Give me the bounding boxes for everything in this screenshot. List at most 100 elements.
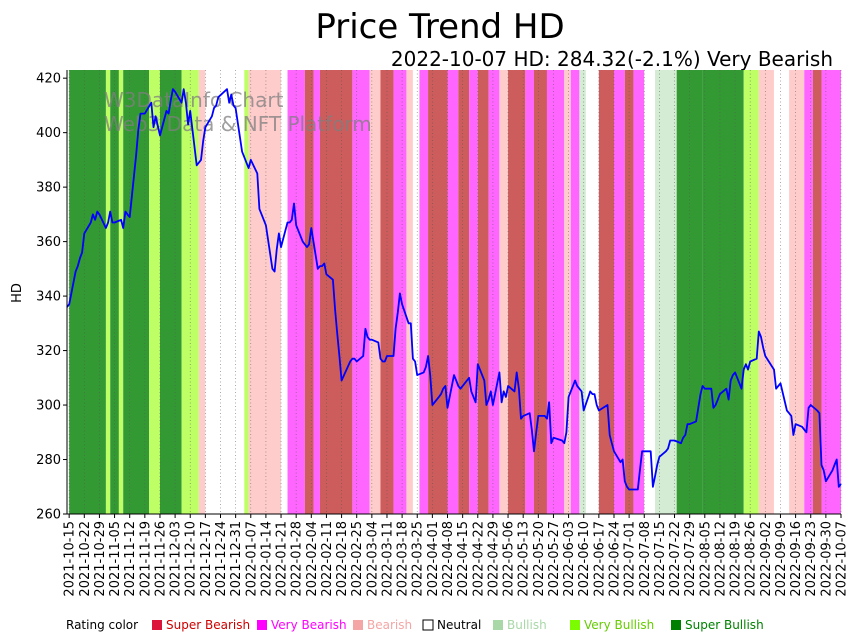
rating-band-very-bullish — [244, 70, 249, 514]
chart-title: Price Trend HD — [315, 7, 564, 47]
x-tick-label: 2022-05-06 — [502, 521, 517, 597]
x-tick-label: 2022-05-27 — [547, 521, 562, 597]
y-tick-label: 300 — [36, 399, 61, 414]
legend-label-very-bearish: Very Bearish — [271, 618, 347, 632]
rating-band-super-bearish — [508, 70, 526, 514]
rating-band-super-bullish — [123, 70, 150, 514]
rating-band-bearish — [406, 70, 413, 514]
rating-band-super-bearish — [304, 70, 314, 514]
rating-band-super-bearish — [428, 70, 448, 514]
x-tick-label: 2021-12-03 — [169, 521, 184, 597]
x-tick-label: 2022-03-11 — [381, 521, 396, 597]
x-tick-label: 2021-10-15 — [63, 521, 78, 597]
rating-band-bearish — [789, 70, 805, 514]
rating-band-super-bearish — [598, 70, 614, 514]
rating-band-bearish — [564, 70, 571, 514]
y-axis-ticks: 260 280 300 320 340 360 380 400 420 — [36, 72, 67, 523]
rating-band-super-bullish — [69, 70, 106, 514]
date-gridlines — [68, 70, 842, 514]
rating-band-neutral — [205, 70, 245, 514]
y-tick-label: 380 — [36, 181, 61, 196]
x-tick-label: 2022-02-18 — [335, 521, 350, 597]
rating-band-very-bullish — [181, 70, 199, 514]
rating-band-very-bearish — [352, 70, 370, 514]
rating-legend: Rating color Super Bearish Very Bearish Be… — [66, 618, 764, 632]
x-tick-label: 2022-06-03 — [562, 521, 577, 597]
rating-band-bullish — [579, 70, 586, 514]
rating-band-bearish — [758, 70, 774, 514]
x-tick-label: 2021-10-29 — [93, 521, 108, 597]
x-tick-label: 2022-06-10 — [577, 521, 592, 597]
series-line-hd — [66, 88, 842, 491]
x-tick-label: 2022-04-01 — [426, 521, 441, 597]
x-tick-label: 2022-06-24 — [608, 521, 623, 597]
legend-swatch-very-bullish — [570, 620, 580, 630]
rating-band-neutral — [773, 70, 790, 514]
legend-swatch-bearish — [353, 620, 363, 630]
y-tick-label: 420 — [36, 72, 61, 87]
x-tick-label: 2022-03-04 — [365, 521, 380, 597]
x-tick-label: 2021-10-22 — [78, 521, 93, 597]
legend-label-neutral: Neutral — [437, 618, 481, 632]
x-tick-label: 2021-12-31 — [229, 521, 244, 597]
x-tick-label: 2021-11-05 — [108, 521, 123, 597]
x-tick-label: 2022-04-15 — [456, 521, 471, 597]
axes — [66, 70, 841, 515]
legend-swatch-super-bearish — [152, 620, 162, 630]
rating-band-very-bearish — [287, 70, 305, 514]
x-tick-label: 2021-11-12 — [123, 521, 138, 597]
x-axis-ticks: 2021-10-15 2021-10-22 2021-10-29 2021-11-05… — [63, 514, 850, 597]
x-tick-label: 2022-08-26 — [744, 521, 759, 597]
rating-band-super-bullish — [702, 70, 744, 514]
rating-band-very-bullish — [105, 70, 111, 514]
rating-band-very-bearish — [447, 70, 459, 514]
x-tick-label: 2022-08-05 — [698, 521, 713, 597]
x-tick-label: 2022-04-08 — [441, 521, 456, 597]
legend-title: Rating color — [66, 618, 138, 632]
x-tick-label: 2022-07-15 — [653, 521, 668, 597]
x-tick-label: 2022-03-18 — [396, 521, 411, 597]
y-tick-label: 340 — [36, 290, 61, 305]
legend-swatch-very-bearish — [257, 620, 267, 630]
x-tick-label: 2022-07-29 — [683, 521, 698, 597]
x-tick-label: 2022-09-09 — [774, 521, 789, 597]
legend-label-bullish: Bullish — [507, 618, 547, 632]
x-tick-label: 2022-09-16 — [789, 521, 804, 597]
legend-label-super-bullish: Super Bullish — [685, 618, 764, 632]
x-tick-label: 2022-04-22 — [471, 521, 486, 597]
rating-band-very-bullish — [743, 70, 759, 514]
x-tick-label: 2022-01-14 — [259, 521, 274, 597]
x-tick-label: 2022-09-30 — [819, 521, 834, 597]
rating-band-bearish — [198, 70, 206, 514]
x-tick-label: 2022-09-02 — [759, 521, 774, 597]
rating-band-super-bullish — [110, 70, 119, 514]
rating-band-super-bearish — [477, 70, 489, 514]
rating-band-very-bearish — [469, 70, 478, 514]
x-tick-label: 2022-07-01 — [623, 521, 638, 597]
rating-band-very-bearish — [613, 70, 625, 514]
rating-band-very-bearish — [821, 70, 841, 514]
rating-band-very-bearish — [419, 70, 429, 514]
rating-band-very-bearish — [570, 70, 580, 514]
x-tick-label: 2022-01-28 — [290, 521, 305, 597]
x-tick-label: 2022-07-22 — [668, 521, 683, 597]
legend-swatch-bullish — [493, 620, 503, 630]
price-series — [66, 88, 842, 491]
rating-band-very-bearish — [393, 70, 407, 514]
rating-band-super-bearish — [533, 70, 547, 514]
x-tick-label: 2021-12-24 — [214, 521, 229, 597]
y-tick-label: 320 — [36, 344, 61, 359]
y-tick-label: 280 — [36, 453, 61, 468]
x-tick-label: 2022-05-13 — [517, 521, 532, 597]
rating-band-very-bearish — [525, 70, 534, 514]
x-tick-label: 2022-03-25 — [411, 521, 426, 597]
chart-subtitle: 2022-10-07 HD: 284.32(-2.1%) Very Bearis… — [391, 47, 833, 71]
rating-bands — [69, 70, 841, 514]
x-tick-label: 2022-05-20 — [532, 521, 547, 597]
x-tick-label: 2021-12-10 — [184, 521, 199, 597]
rating-band-very-bearish — [313, 70, 320, 514]
rating-band-very-bearish — [488, 70, 500, 514]
rating-band-very-bearish — [804, 70, 813, 514]
x-tick-label: 2022-09-23 — [804, 521, 819, 597]
